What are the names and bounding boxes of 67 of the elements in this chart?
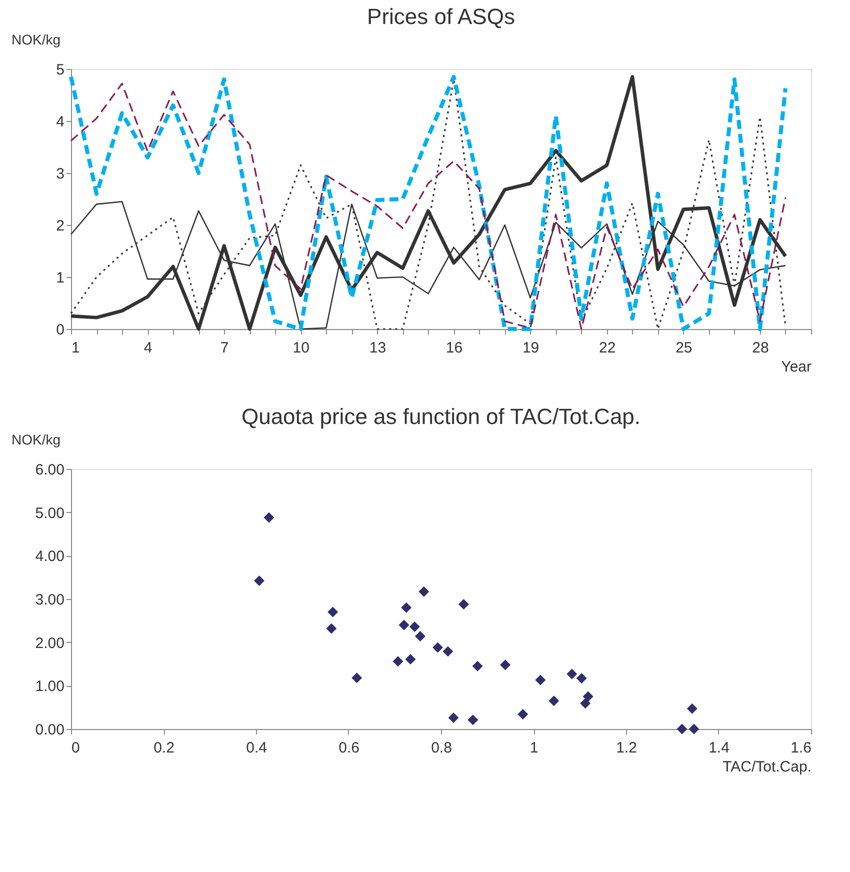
x-tick-label: 1.6 — [790, 740, 812, 756]
point — [518, 709, 528, 720]
point — [535, 674, 546, 686]
point — [432, 642, 444, 653]
y-tick-label: 1.00 — [35, 678, 64, 696]
point — [472, 660, 483, 672]
y-axis-title: NOK/kg — [12, 32, 61, 48]
x-tick-label: 19 — [522, 340, 540, 356]
y-tick-label: 2.00 — [35, 634, 64, 652]
point — [418, 586, 430, 597]
x-tick-label: 1 — [72, 340, 80, 356]
x-tick-label: 28 — [752, 340, 769, 356]
point — [686, 703, 698, 714]
point — [448, 712, 459, 723]
x-axis-title: Year — [781, 358, 812, 376]
point — [414, 631, 426, 642]
x-tick-label: 0.8 — [431, 740, 452, 756]
y-tick-label: 1 — [56, 270, 64, 286]
x-tick-label: 25 — [676, 340, 692, 356]
point — [688, 724, 700, 734]
y-tick-label: 5.00 — [35, 504, 64, 522]
x-tick-label: 0.2 — [154, 740, 174, 756]
point — [576, 673, 587, 684]
x-tick-label: 22 — [599, 340, 616, 356]
x-tick-label: 16 — [446, 340, 463, 356]
y-tick-label: 5 — [56, 62, 64, 78]
x-tick-label: 0.6 — [338, 740, 360, 756]
y-tick-label: 3.00 — [35, 592, 64, 608]
point — [500, 660, 511, 670]
point — [405, 654, 416, 664]
y-tick-label: 2 — [56, 218, 64, 234]
point — [548, 696, 560, 706]
x-tick-label: 0 — [72, 740, 80, 756]
point — [254, 576, 264, 586]
point — [442, 646, 454, 657]
point — [468, 714, 478, 726]
y-tick-label: 4.00 — [35, 548, 64, 566]
point — [392, 656, 404, 667]
point — [409, 621, 420, 632]
point — [328, 606, 338, 618]
x-tick-label: 1 — [530, 740, 538, 756]
x-tick-label: 1.2 — [616, 740, 637, 756]
point — [352, 672, 362, 684]
point — [264, 512, 274, 523]
x-tick-label: 13 — [369, 340, 386, 356]
point — [582, 691, 594, 702]
y-tick-label: 0 — [56, 322, 64, 338]
x-axis-title: TAC/Tot.Cap. — [722, 758, 812, 776]
y-tick-label: 0.00 — [35, 722, 64, 738]
point — [676, 724, 688, 734]
point — [401, 602, 412, 613]
x-tick-label: 7 — [220, 340, 229, 356]
point — [566, 668, 578, 680]
point — [458, 598, 469, 610]
point — [326, 623, 337, 634]
chart-title: Prices of ASQs — [367, 4, 515, 29]
x-tick-label: 0.4 — [246, 740, 267, 756]
y-tick-label: 3 — [56, 166, 64, 182]
x-tick-label: 10 — [292, 340, 310, 356]
x-tick-label: 1.4 — [708, 740, 730, 756]
y-tick-label: 4 — [56, 114, 64, 130]
y-axis-title: NOK/kg — [12, 432, 61, 448]
y-tick-label: 6.00 — [35, 462, 64, 478]
x-tick-label: 4 — [144, 340, 152, 356]
chart-title: Quaota price as function of TAC/Tot.Cap. — [241, 404, 641, 429]
point — [580, 698, 591, 709]
point — [398, 620, 410, 630]
